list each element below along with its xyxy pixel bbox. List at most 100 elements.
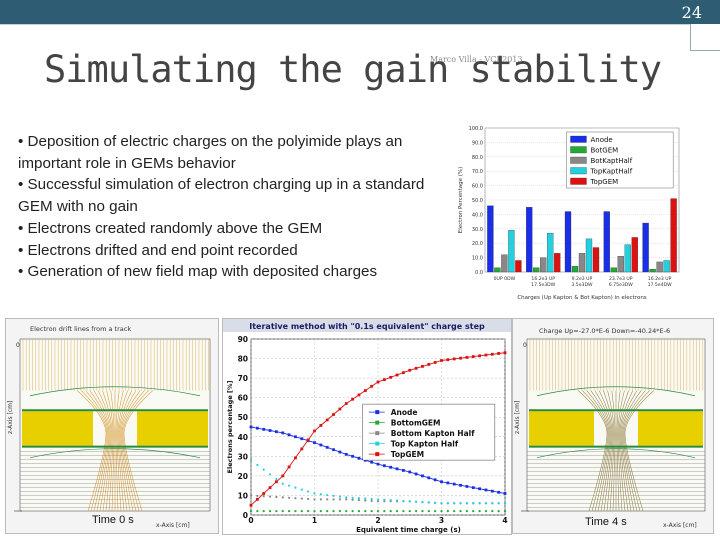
data-point: [415, 509, 418, 513]
data-point: [427, 509, 430, 513]
data-point: [490, 489, 494, 493]
data-point: [281, 496, 284, 499]
data-point: [345, 498, 348, 501]
data-point: [255, 426, 259, 430]
data-point: [288, 509, 291, 513]
data-point: [471, 355, 475, 358]
data-point: [306, 438, 310, 442]
data-point: [446, 481, 450, 485]
data-point: [452, 482, 456, 486]
data-point: [472, 502, 475, 505]
legend-label: Anode: [391, 408, 418, 417]
data-point: [262, 427, 266, 431]
data-point: [408, 470, 412, 474]
slide-title: Simulating the gain stability: [44, 48, 662, 91]
data-point: [421, 500, 424, 504]
funnel-line: [118, 390, 133, 512]
data-point: [459, 502, 462, 505]
y-tick-label: 10: [238, 491, 248, 500]
bar: [585, 238, 593, 273]
data-point: [491, 509, 494, 513]
right-x-axis-label: x-Axis [cm]: [663, 522, 697, 529]
data-point: [497, 490, 501, 494]
y-tick-label: 40.0: [472, 212, 483, 218]
data-point: [370, 499, 373, 503]
data-point: [294, 456, 297, 460]
data-point: [357, 509, 361, 513]
data-point: [395, 509, 399, 513]
data-point: [351, 454, 354, 458]
funnel-line: [110, 390, 115, 512]
data-point: [459, 483, 462, 487]
bar-chart: 0.0 10.0 20.0 30.0 40.0 50.0 60.0 70.0 80.0 90.0 1…: [458, 126, 680, 301]
legend-marker: [375, 410, 380, 415]
bullet-item: • Generation of new field map with depos…: [18, 263, 378, 281]
iterative-chart: Iterative method with "0.1s equivalent" …: [223, 319, 511, 534]
left-x-axis-label: x-Axis [cm]: [156, 522, 190, 529]
data-point: [325, 418, 329, 422]
category-label: 17.5e4DW: [648, 282, 673, 288]
data-point: [434, 509, 437, 513]
legend-label: TopGEM: [589, 178, 618, 186]
data-point: [319, 498, 322, 501]
data-point: [275, 477, 278, 481]
electrode: [22, 445, 208, 448]
data-point: [307, 497, 310, 501]
y-axis-label: Electrons percentage [%]: [226, 381, 234, 474]
data-point: [415, 500, 418, 503]
data-point: [344, 452, 348, 456]
data-point: [459, 509, 462, 513]
legend-label: Anode: [590, 136, 612, 144]
data-point: [427, 501, 430, 504]
data-point: [427, 363, 431, 366]
legend-label: BottomGEM: [391, 419, 441, 428]
data-point: [275, 430, 278, 434]
data-point: [497, 502, 500, 505]
data-point: [446, 509, 449, 513]
legend-box: [362, 403, 496, 461]
data-point: [376, 462, 380, 466]
data-point: [433, 361, 437, 364]
data-point: [288, 484, 291, 487]
data-point: [345, 496, 348, 499]
funnel-line: [76, 390, 107, 512]
data-point: [478, 502, 481, 505]
funnel-line: [123, 390, 154, 512]
data-point: [313, 498, 316, 501]
funnel-line: [594, 390, 612, 512]
funnel-line: [116, 390, 124, 512]
x-tick-label: 0: [248, 516, 253, 525]
right-z-axis-label: z-Axis [cm]: [514, 401, 521, 434]
data-point: [249, 503, 253, 507]
bar: [487, 205, 494, 273]
data-point: [345, 509, 348, 513]
funnel-line: [603, 390, 614, 512]
data-point: [268, 509, 272, 513]
data-point: [395, 499, 399, 502]
data-point: [281, 431, 285, 435]
data-point: [376, 509, 380, 513]
legend-swatch: [570, 135, 587, 143]
data-point: [370, 460, 374, 464]
data-point: [389, 509, 392, 513]
funnel-line: [618, 390, 629, 512]
data-point: [478, 509, 481, 513]
data-point: [351, 498, 354, 501]
funnel-line: [607, 390, 615, 512]
bar: [494, 267, 501, 273]
bar: [540, 257, 547, 273]
data-point: [414, 366, 418, 370]
bar: [547, 232, 554, 273]
right-time-caption: Time 4 s: [585, 516, 627, 528]
data-point: [408, 368, 412, 372]
funnel-line: [119, 390, 137, 512]
category-label: 9.2e3 UP: [572, 276, 593, 282]
funnel-line: [117, 390, 128, 512]
bar: [603, 211, 610, 273]
data-point: [440, 502, 443, 505]
data-point: [465, 502, 468, 505]
kapton-right: [638, 411, 703, 446]
data-point: [389, 499, 392, 502]
funnel-line: [115, 390, 120, 512]
data-point: [357, 456, 361, 460]
